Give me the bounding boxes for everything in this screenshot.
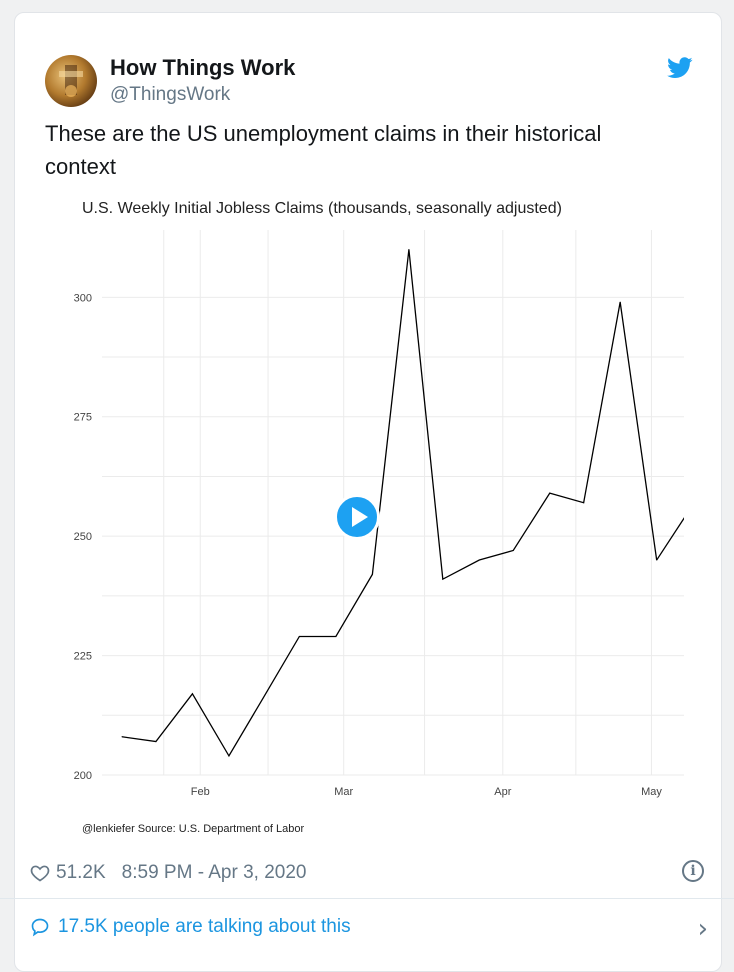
chevron-right-icon[interactable]: › [697,914,708,944]
like-count[interactable]: 51.2K [56,862,106,883]
data-point [549,492,551,494]
chart-title: U.S. Weekly Initial Jobless Claims (thou… [82,200,562,217]
y-tick-label: 225 [74,651,92,663]
series-line-tail [656,511,689,561]
play-video-button[interactable] [334,494,380,540]
tweet-timestamp[interactable]: 8:59 PM - Apr 3, 2020 [121,862,307,883]
x-tick-label: May [641,786,662,798]
tweet-card: How Things Work @ThingsWork These are th… [14,12,722,972]
data-point [155,741,157,743]
footer-divider [0,898,734,899]
data-point [335,635,337,637]
x-tick-label: Mar [334,786,353,798]
avatar-emblem-icon [59,65,83,97]
data-point [442,578,444,580]
info-icon[interactable]: i [682,860,704,882]
data-point [408,249,410,251]
data-point [121,736,123,738]
author-name[interactable]: How Things Work [110,55,296,80]
author-handle[interactable]: @ThingsWork [110,84,231,105]
data-point [298,635,300,637]
y-tick-label: 250 [74,531,92,543]
tweet-text: These are the US unemployment claims in … [45,121,602,179]
twitter-bird-icon[interactable] [667,57,693,79]
conversation-label: 17.5K people are talking about this [58,916,351,937]
data-point [371,573,373,575]
data-point [583,502,585,504]
y-tick-label: 300 [74,292,92,304]
speech-bubble-icon [31,918,49,937]
tweet-footer: 51.2K 8:59 PM - Apr 3, 2020 [30,860,307,886]
data-point [262,698,264,700]
y-tick-label: 275 [74,412,92,424]
x-tick-label: Apr [494,786,511,798]
avatar[interactable] [45,55,97,107]
y-tick-label: 200 [74,770,92,782]
conversation-link[interactable]: 17.5K people are talking about this [30,916,351,938]
data-point [191,693,193,695]
chart-media[interactable]: 200 225 250 275 300 Feb Mar Apr May U.S. Weekly … [44,190,692,845]
data-point [228,755,230,757]
heart-icon[interactable] [30,863,50,883]
data-point [512,549,514,551]
chart-source: @lenkiefer Source: U.S. Department of La… [82,823,305,835]
x-tick-label: Feb [191,786,210,798]
jobless-claims-chart: 200 225 250 275 300 Feb Mar Apr May [74,230,692,798]
series-line [121,249,658,758]
data-point [478,559,480,561]
data-point [619,301,621,303]
